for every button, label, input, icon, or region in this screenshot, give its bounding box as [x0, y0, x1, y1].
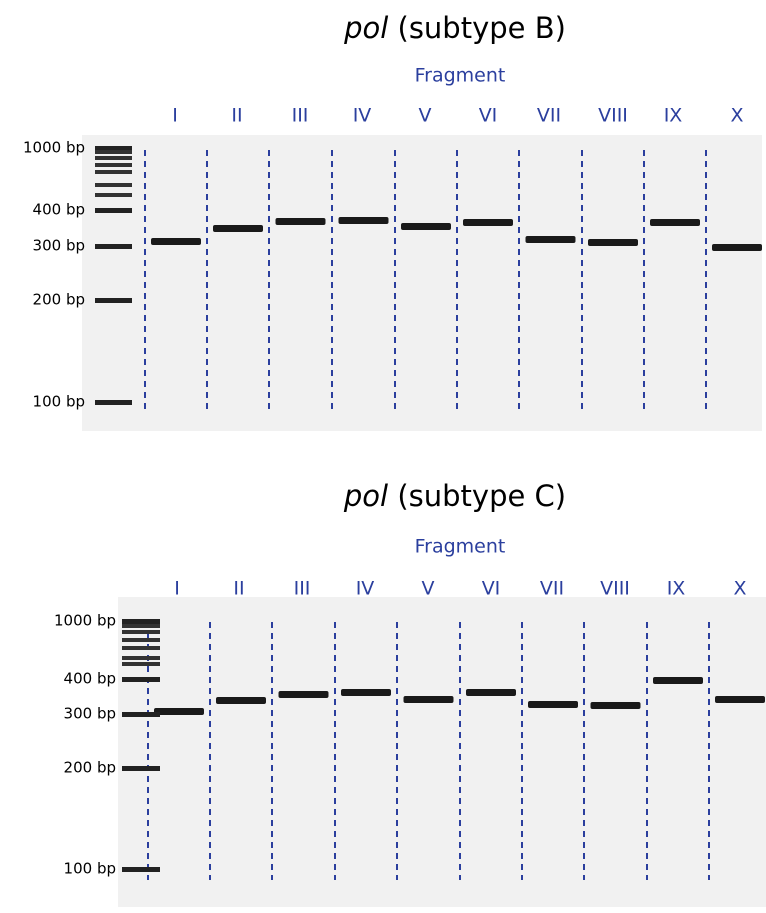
lane-label: VII	[537, 105, 561, 127]
ladder-band	[95, 170, 132, 174]
ladder-band	[122, 677, 160, 682]
band	[276, 218, 326, 225]
band	[650, 219, 700, 226]
lane-label: X	[733, 578, 746, 600]
band	[279, 691, 329, 698]
title-italic: pol	[343, 11, 388, 45]
band	[715, 696, 765, 703]
ladder-band	[95, 150, 132, 154]
ladder-band	[95, 244, 132, 249]
band	[712, 244, 762, 251]
band	[463, 219, 513, 226]
gel	[82, 135, 762, 431]
band	[526, 236, 576, 243]
title-italic: pol	[343, 479, 388, 513]
lane-label: X	[730, 105, 743, 127]
lane-label: II	[233, 578, 244, 600]
ladder-band	[122, 624, 160, 628]
ladder-label: 1000 bp	[23, 139, 85, 157]
ladder-band	[122, 630, 160, 634]
lane-label: IX	[664, 105, 683, 127]
lane-label: I	[174, 578, 180, 600]
ladder-band	[95, 298, 132, 303]
lane-label: VII	[540, 578, 564, 600]
title-rest: (subtype C)	[397, 479, 566, 513]
lane-label: VIII	[598, 105, 628, 127]
ladder-band	[122, 638, 160, 642]
ladder-label: 200 bp	[33, 291, 85, 309]
band	[213, 225, 263, 232]
lane-label: III	[294, 578, 311, 600]
ladder-band	[95, 193, 132, 197]
title-space	[388, 11, 397, 45]
lane-label: V	[419, 105, 432, 127]
ladder-band	[95, 163, 132, 167]
ladder-band	[95, 183, 132, 187]
axis-label: Fragment	[415, 536, 506, 558]
page: pol (subtype B)FragmentIIIIIIIVVVIVIIVII…	[0, 0, 766, 909]
band	[341, 689, 391, 696]
ladder-band	[122, 867, 160, 872]
axis-label: Fragment	[415, 65, 506, 87]
title-space	[388, 479, 397, 513]
title-rest: (subtype B)	[398, 11, 566, 45]
lane-label: IV	[356, 578, 375, 600]
ladder-label: 300 bp	[64, 705, 116, 723]
ladder-band	[122, 619, 160, 624]
ladder-band	[122, 712, 160, 717]
band	[466, 689, 516, 696]
ladder-band	[95, 208, 132, 213]
band	[588, 239, 638, 246]
band	[339, 217, 389, 224]
band	[151, 238, 201, 245]
lane-label: III	[292, 105, 309, 127]
ladder-band	[122, 646, 160, 650]
figure: pol (subtype B)FragmentIIIIIIIVVVIVIIVII…	[0, 0, 766, 909]
panel-title: pol (subtype C)	[343, 479, 566, 513]
lane-label: II	[231, 105, 242, 127]
lane-label: IV	[353, 105, 372, 127]
ladder-band	[122, 766, 160, 771]
ladder-band	[95, 400, 132, 405]
ladder-band	[122, 662, 160, 666]
ladder-label: 100 bp	[33, 393, 85, 411]
panel-title: pol (subtype B)	[343, 11, 566, 45]
band	[591, 702, 641, 709]
band	[404, 696, 454, 703]
ladder-label: 200 bp	[64, 759, 116, 777]
band	[216, 697, 266, 704]
ladder-band	[95, 156, 132, 160]
gel	[118, 597, 766, 907]
band	[154, 708, 204, 715]
lane-label: IX	[667, 578, 686, 600]
lane-label: I	[172, 105, 178, 127]
lane-label: VI	[482, 578, 501, 600]
ladder-label: 400 bp	[33, 201, 85, 219]
lane-label: V	[422, 578, 435, 600]
ladder-band	[122, 656, 160, 660]
ladder-label: 400 bp	[64, 670, 116, 688]
ladder-label: 300 bp	[33, 237, 85, 255]
band	[653, 677, 703, 684]
band	[401, 223, 451, 230]
band	[528, 701, 578, 708]
lane-label: VI	[479, 105, 498, 127]
lane-label: VIII	[600, 578, 630, 600]
ladder-label: 100 bp	[64, 860, 116, 878]
ladder-label: 1000 bp	[54, 612, 116, 630]
